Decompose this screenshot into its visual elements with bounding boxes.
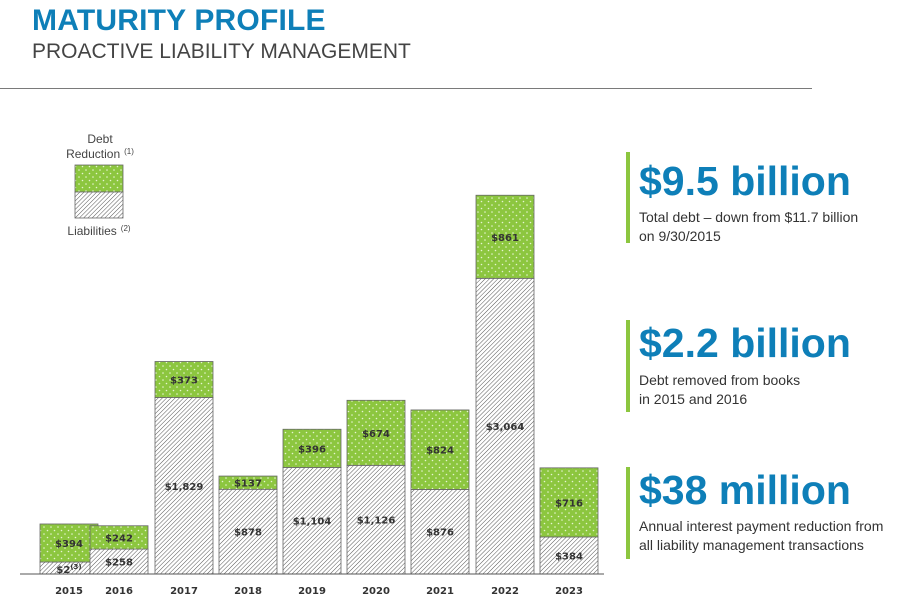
bar-label-liabilities: $1,126 (357, 516, 396, 527)
bar-label-liabilities: $878 (234, 528, 262, 539)
legend-debt-label-line1: Debt (87, 132, 113, 146)
stat-accent-bar (626, 152, 630, 243)
bar-stack-2019: $396 $1,104 (282, 428, 342, 575)
legend-debt-reduction-swatch (74, 164, 124, 193)
bar-stack-2017: $373 $1,829 (154, 361, 214, 575)
bar-stack-2023: $716 $384 (539, 467, 599, 575)
bar-liabilities (475, 277, 535, 575)
bar-stack-2021: $824 $876 (410, 409, 470, 575)
bar-label-debt-reduction: $674 (362, 429, 390, 440)
bar-stack-2018: $137 $878 (218, 475, 278, 575)
bar-label-debt-reduction: $137 (234, 479, 262, 490)
bar-debt-reduction (39, 523, 99, 563)
stat-interest-reduction: $38 million (639, 467, 851, 513)
bar-stack-2020: $674 $1,126 (346, 399, 406, 575)
x-tick-label: 2023 (555, 586, 583, 597)
bar-liabilities (154, 397, 214, 575)
bar-debt-reduction (346, 399, 406, 466)
page-title: MATURITY PROFILE (32, 4, 326, 37)
x-tick-label: 2016 (105, 586, 133, 597)
bar-label-liabilities: $2(3) (56, 563, 81, 576)
bar-liabilities (89, 548, 149, 575)
bar-debt-reduction (475, 194, 535, 279)
bar-debt-reduction (154, 361, 214, 398)
bar-label-liabilities: $1,829 (165, 482, 204, 493)
bar-label-debt-reduction: $861 (491, 233, 519, 244)
bar-label-debt-reduction: $373 (170, 376, 198, 387)
x-tick-label: 2019 (298, 586, 326, 597)
bar-label-liabilities: $3,064 (486, 422, 525, 433)
x-tick-label: 2017 (170, 586, 198, 597)
x-tick-label: 2020 (362, 586, 390, 597)
x-tick-label: 2018 (234, 586, 262, 597)
bar-label-debt-reduction: $394 (55, 539, 83, 550)
bar-label-debt-reduction: $824 (426, 446, 454, 457)
bar-label-debt-reduction: $396 (298, 444, 326, 455)
legend-liabilities-swatch (74, 191, 124, 219)
bar-liabilities (410, 489, 470, 575)
bar-label-debt-reduction: $242 (105, 533, 133, 544)
bar-label-liabilities: $876 (426, 528, 454, 539)
stat-debt-removed-desc: Debt removed from books in 2015 and 2016 (639, 372, 801, 407)
stat-total-debt: $9.5 billion (639, 158, 851, 204)
bar-debt-reduction (282, 428, 342, 468)
legend-debt-label-line2: Reduction (1) (66, 147, 134, 161)
legend-liabilities-label: Liabilities (2) (67, 224, 130, 238)
page-subtitle: PROACTIVE LIABILITY MANAGEMENT (32, 40, 411, 63)
bar-liabilities (218, 488, 278, 575)
stat-debt-removed: $2.2 billion (639, 320, 851, 366)
bar-liabilities (539, 536, 599, 575)
bar-label-liabilities: $258 (105, 558, 133, 569)
x-tick-label: 2021 (426, 586, 454, 597)
stat-total-debt-desc: Total debt – down from $11.7 billion on … (639, 209, 859, 244)
x-tick-label: 2015 (55, 586, 83, 597)
bar-debt-reduction (410, 409, 470, 490)
bar-label-liabilities: $1,104 (293, 517, 332, 528)
bar-liabilities (282, 467, 342, 575)
bar-stack-2016: $242 $258 (89, 525, 149, 575)
x-tick-label: 2022 (491, 586, 519, 597)
bar-stack-2015: $394 $2(3) (39, 523, 99, 576)
bar-stack-2022: $861 $3,064 (475, 194, 535, 575)
bar-debt-reduction (218, 475, 278, 490)
stat-accent-bar (626, 467, 630, 559)
bar-debt-reduction (89, 525, 149, 550)
bar-debt-reduction (539, 467, 599, 538)
x-axis-ticks: 2015 2016 2017 2018 2019 2020 2021 2022 2023 (55, 586, 583, 597)
bar-liabilities (346, 464, 406, 575)
bar-label-liabilities: $384 (555, 551, 583, 562)
stat-interest-reduction-desc: Annual interest payment reduction from a… (639, 518, 884, 553)
header-divider (0, 88, 812, 89)
bar-label-debt-reduction: $716 (555, 498, 583, 509)
chart-legend: Debt Reduction (1) Liabilities (2) (66, 132, 134, 238)
bar-group: $394$2(3)$242$258$373$1,829 $137$878$396$… (39, 194, 599, 576)
stat-accent-bar (626, 320, 630, 412)
